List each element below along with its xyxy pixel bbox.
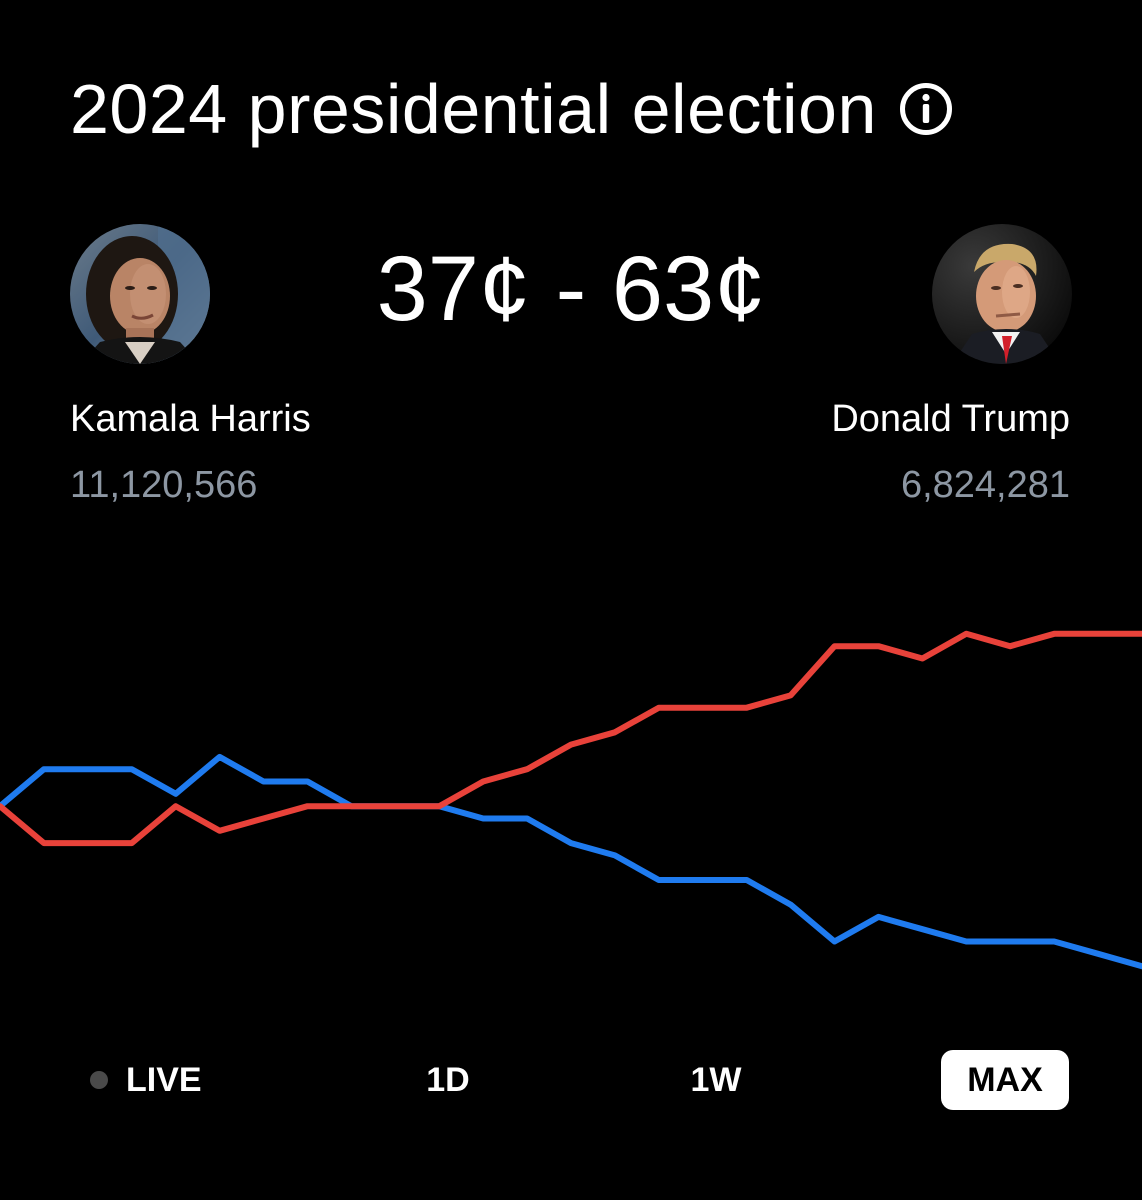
candidate-avatar-harris[interactable] (70, 224, 210, 364)
range-1d-button[interactable]: 1D (426, 1060, 470, 1099)
live-dot-icon (90, 1071, 108, 1089)
range-live-label: LIVE (126, 1060, 202, 1099)
time-range-selector: LIVE 1D 1W MAX (0, 1050, 1142, 1112)
range-1w-button[interactable]: 1W (690, 1060, 742, 1099)
series-line-harris (0, 753, 1142, 970)
candidate-avatar-trump[interactable] (932, 224, 1072, 364)
page-title: 2024 presidential election (70, 70, 877, 148)
title-row: 2024 presidential election (70, 74, 953, 144)
candidate-name-trump: Donald Trump (831, 398, 1070, 440)
price-history-chart[interactable] (0, 560, 1142, 1040)
candidate-count-trump: 6,824,281 (900, 464, 1070, 506)
series-line-trump (0, 630, 1142, 847)
candidate-name-harris: Kamala Harris (70, 398, 311, 440)
price-display: 37¢ - 63¢ (376, 238, 766, 340)
info-icon[interactable] (899, 82, 953, 136)
range-max-button[interactable]: MAX (941, 1050, 1069, 1110)
candidate-count-harris: 11,120,566 (70, 464, 258, 506)
range-live-button[interactable]: LIVE (90, 1050, 202, 1110)
